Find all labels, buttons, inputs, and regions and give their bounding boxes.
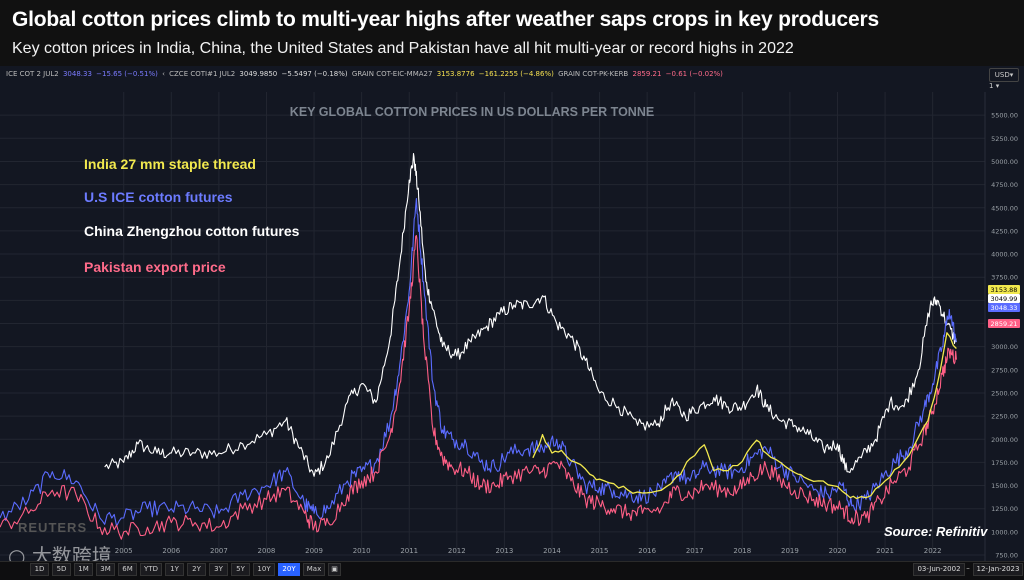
legend-czce-value: 3049.9850 [239, 70, 278, 78]
header: Global cotton prices climb to multi-year… [0, 0, 1024, 66]
y-tick-label: 2000.00 [991, 436, 1018, 444]
range-button-1m[interactable]: 1M [74, 563, 93, 576]
series-line-india [532, 332, 957, 500]
legend-czce-change: −5.5497 (−0.18%) [281, 70, 348, 78]
date-end[interactable]: 12-Jan-2023 [973, 563, 1023, 576]
y-tick-label: 3750.00 [991, 274, 1018, 282]
range-button-5y[interactable]: 5Y [231, 563, 250, 576]
series-line-china [104, 153, 957, 477]
y-tick-label: 4000.00 [991, 251, 1018, 259]
x-tick-label: 2010 [353, 547, 371, 555]
legend-czce-symbol[interactable]: CZCE COTI#1 JUL2 [169, 70, 236, 78]
series-line-us [0, 197, 957, 527]
chevron-left-icon[interactable]: ‹ [162, 70, 165, 78]
legend-ice-symbol[interactable]: ICE COT 2 JUL2 [6, 70, 59, 78]
y-tick-label: 4500.00 [991, 204, 1018, 212]
legend-bar: ICE COT 2 JUL2 3048.33 −15.65 (−0.51%) ‹… [6, 70, 725, 78]
reuters-watermark: REUTERS [18, 520, 88, 535]
x-tick-label: 2020 [829, 547, 847, 555]
range-button-max[interactable]: Max [303, 563, 325, 576]
x-tick-label: 2014 [543, 547, 561, 555]
y-tick-label: 1250.00 [991, 505, 1018, 513]
series-layer [0, 153, 957, 540]
calendar-icon[interactable]: ▣ [328, 563, 341, 576]
range-button-3y[interactable]: 3Y [209, 563, 228, 576]
range-button-3m[interactable]: 3M [96, 563, 115, 576]
legend-ice-change: −15.65 (−0.51%) [96, 70, 158, 78]
price-tag-pakistan [988, 319, 1020, 328]
price-tag-india [988, 285, 1020, 294]
scale-select[interactable]: 1 ▾ [989, 82, 1000, 90]
x-tick-label: 2022 [924, 547, 942, 555]
x-tick-label: 2015 [591, 547, 609, 555]
x-tick-label: 2019 [781, 547, 799, 555]
legend-label-india: India 27 mm staple thread [84, 156, 256, 172]
x-tick-label: 2009 [305, 547, 323, 555]
x-tick-label: 2006 [162, 547, 180, 555]
chevron-down-icon: ▾ [995, 82, 1000, 90]
range-button-5d[interactable]: 5D [52, 563, 71, 576]
price-tag-label-pakistan: 2859.21 [991, 320, 1018, 328]
y-tick-label: 2750.00 [991, 366, 1018, 374]
price-tag-label-us: 3048.33 [991, 304, 1018, 312]
x-tick-label: 2005 [115, 547, 133, 555]
range-button-6m[interactable]: 6M [118, 563, 137, 576]
series-line-pakistan [0, 234, 957, 540]
price-tag-label-china: 3049.99 [991, 295, 1018, 303]
axis-layer: 5500.00 5250.00 5000.00 4750.00 4500.00 4250.… [115, 92, 1018, 561]
range-button-10y[interactable]: 10Y [253, 563, 275, 576]
y-tick-label: 4250.00 [991, 227, 1018, 235]
currency-select[interactable]: USD▾ [989, 68, 1019, 82]
y-tick-label: 4750.00 [991, 181, 1018, 189]
range-button-20y[interactable]: 20Y [278, 563, 300, 576]
legend-india-change: −161.2255 (−4.86%) [478, 70, 554, 78]
x-tick-label: 2008 [258, 547, 276, 555]
x-tick-label: 2016 [638, 547, 656, 555]
price-tag-us [988, 303, 1020, 312]
y-tick-label: 3000.00 [991, 343, 1018, 351]
y-tick-label: 1000.00 [991, 528, 1018, 536]
grid-layer [0, 92, 985, 556]
price-tag-china [988, 294, 1020, 303]
range-button-ytd[interactable]: YTD [140, 563, 162, 576]
x-tick-label: 2007 [210, 547, 228, 555]
y-tick-label: 750.00 [995, 552, 1018, 560]
legend-pk-change: −0.61 (−0.02%) [665, 70, 723, 78]
subhead: Key cotton prices in India, China, the U… [12, 40, 794, 57]
source-note: Source: Refinitiv [884, 524, 988, 539]
chevron-down-icon: ▾ [1009, 71, 1014, 79]
y-tick-label: 1500.00 [991, 482, 1018, 490]
legend-label-pakistan: Pakistan export price [84, 259, 226, 275]
y-tick-label: 5250.00 [991, 135, 1018, 143]
range-button-1y[interactable]: 1Y [165, 563, 184, 576]
x-tick-label: 2013 [495, 547, 513, 555]
y-tick-label: 1750.00 [991, 459, 1018, 467]
chart-title: KEY GLOBAL COTTON PRICES IN US DOLLARS P… [290, 105, 654, 119]
y-tick-label: 5000.00 [991, 158, 1018, 166]
range-button-2y[interactable]: 2Y [187, 563, 206, 576]
headline: Global cotton prices climb to multi-year… [12, 8, 879, 31]
chart-panel [0, 66, 1024, 579]
range-button-1d[interactable]: 1D [30, 563, 49, 576]
legend-label-china: China Zhengzhou cotton futures [84, 223, 300, 239]
legend-india-value: 3153.8776 [436, 70, 475, 78]
legend-label-us: U.S ICE cotton futures [84, 189, 233, 205]
x-tick-label: 2018 [733, 547, 751, 555]
date-arrow-icon: – [966, 564, 970, 572]
y-tick-label: 5500.00 [991, 112, 1018, 120]
x-tick-label: 2021 [876, 547, 894, 555]
x-tick-label: 2011 [400, 547, 418, 555]
chart-svg: KEY GLOBAL COTTON PRICES IN US DOLLARS P… [0, 92, 1020, 561]
price-tag-label-india: 3153.88 [991, 286, 1018, 294]
y-tick-label: 2250.00 [991, 413, 1018, 421]
date-start[interactable]: 03-Jun-2002 [913, 563, 965, 576]
x-tick-label: 2012 [448, 547, 466, 555]
legend-ice-value: 3048.33 [62, 70, 92, 78]
y-tick-label: 2500.00 [991, 389, 1018, 397]
legend-pk-symbol[interactable]: GRAIN COT-PK-KERB [558, 70, 629, 78]
x-tick-label: 2017 [686, 547, 704, 555]
legend-india-symbol[interactable]: GRAIN COT-EIC-MMA27 [351, 70, 433, 78]
legend-pk-value: 2859.21 [632, 70, 662, 78]
